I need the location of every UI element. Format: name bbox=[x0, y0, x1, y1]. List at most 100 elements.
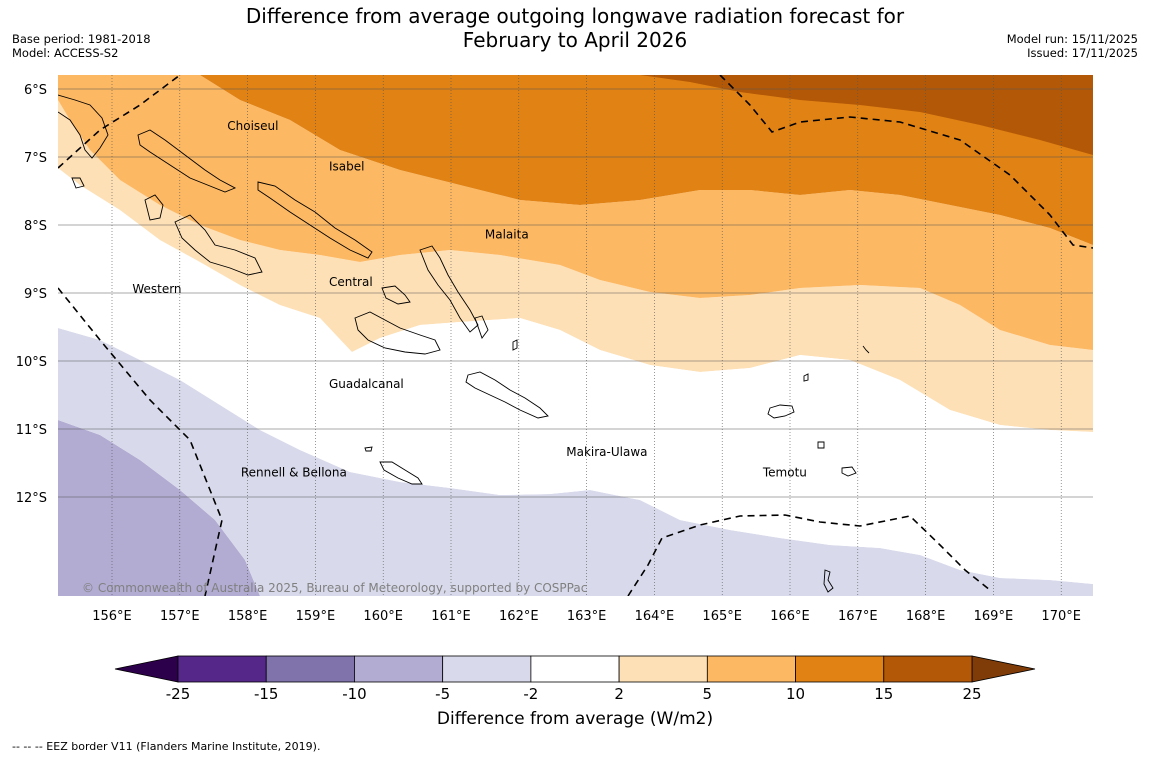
eez-border-north-east bbox=[719, 75, 1093, 249]
island-vanikoro bbox=[841, 466, 857, 477]
band-minus-5-to-minus-2 bbox=[58, 328, 1093, 596]
band-below-2 bbox=[58, 255, 1093, 584]
island-ndeni bbox=[767, 404, 795, 419]
colorbar-swatch bbox=[795, 655, 885, 683]
lon-tick-label: 157°E bbox=[160, 609, 200, 624]
region-label: Choiseul bbox=[227, 119, 278, 133]
coastlines bbox=[58, 94, 870, 593]
lon-tick-label: 167°E bbox=[838, 609, 878, 624]
lat-tick-label: 6°S bbox=[24, 83, 47, 98]
region-label: Rennell & Bellona bbox=[241, 466, 347, 480]
region-label: Makira-Ulawa bbox=[566, 445, 647, 459]
lat-tick-label: 10°S bbox=[16, 355, 47, 370]
region-label: Malaita bbox=[485, 228, 529, 242]
meta-left: Base period: 1981-2018 Model: ACCESS-S2 bbox=[12, 32, 151, 60]
colorbar bbox=[114, 655, 1036, 683]
lon-tick-label: 156°E bbox=[92, 609, 132, 624]
lat-tick-label: 12°S bbox=[16, 491, 47, 506]
colorbar-tick-label: -2 bbox=[523, 685, 538, 703]
island-santa-isabel bbox=[257, 181, 373, 259]
colorbar-tick-label: -5 bbox=[435, 685, 450, 703]
eez-borders bbox=[58, 75, 1093, 596]
island-duff bbox=[803, 373, 809, 382]
region-label: Isabel bbox=[329, 160, 364, 174]
colorbar-tick-label: 2 bbox=[614, 685, 624, 703]
lon-tick-label: 163°E bbox=[567, 609, 607, 624]
colorbar-tick-labels: -25 -15 -10 -5 -2 2 5 10 15 25 bbox=[166, 685, 982, 703]
band-5-to-10 bbox=[58, 75, 1093, 350]
lon-tick-label: 165°E bbox=[702, 609, 742, 624]
lon-tick-label: 168°E bbox=[906, 609, 946, 624]
island-guadalcanal bbox=[354, 311, 441, 355]
colorbar-swatch bbox=[354, 655, 444, 683]
map-area: Choiseul Isabel Malaita Western Central Guada… bbox=[58, 75, 1093, 596]
island-bellona bbox=[364, 446, 373, 452]
colorbar-title: Difference from average (W/m2) bbox=[436, 709, 714, 729]
colorbar-swatch bbox=[530, 655, 620, 683]
island-vella-lavella bbox=[144, 194, 164, 221]
copyright-text: © Commonwealth of Australia 2025, Bureau… bbox=[82, 581, 587, 595]
island-rennell bbox=[379, 461, 423, 485]
lon-tick-label: 161°E bbox=[431, 609, 471, 624]
lon-tick-label: 160°E bbox=[363, 609, 403, 624]
island-makira bbox=[465, 371, 549, 419]
band-15-to-25 bbox=[640, 75, 1093, 155]
meta-right: Model run: 15/11/2025 Issued: 17/11/2025 bbox=[1007, 32, 1138, 60]
band-10-to-15 bbox=[200, 75, 1093, 245]
map-title: Difference from average outgoing longwav… bbox=[0, 4, 1150, 52]
lat-tick-label: 8°S bbox=[24, 219, 47, 234]
colorbar-tick-label: 15 bbox=[874, 685, 893, 703]
band-minus-10-to-minus-5 bbox=[58, 420, 260, 596]
colorbar-tick-label: -15 bbox=[254, 685, 279, 703]
colorbar-tick-label: 25 bbox=[962, 685, 981, 703]
lon-tick-label: 159°E bbox=[296, 609, 336, 624]
colorbar-swatch bbox=[883, 655, 973, 683]
region-label: Temotu bbox=[762, 466, 807, 480]
lon-tick-label: 158°E bbox=[228, 609, 268, 624]
island-tikopia bbox=[823, 569, 834, 593]
colorbar-tick-label: 10 bbox=[786, 685, 805, 703]
region-labels: Choiseul Isabel Malaita Western Central Guada… bbox=[132, 119, 807, 480]
colorbar-swatch bbox=[706, 655, 796, 683]
colorbar-swatch bbox=[177, 655, 267, 683]
colorbar-over-arrow bbox=[971, 655, 1036, 683]
lat-tick-label: 11°S bbox=[16, 423, 47, 438]
model-run: Model run: 15/11/2025 bbox=[1006, 32, 1138, 46]
lon-tick-label: 164°E bbox=[635, 609, 675, 624]
lat-axis-labels: 6°S 7°S 8°S 9°S 10°S 11°S 12°S bbox=[16, 83, 47, 506]
island-malaita bbox=[419, 245, 479, 333]
colorbar-swatch bbox=[442, 655, 532, 683]
region-label: Guadalcanal bbox=[329, 377, 404, 391]
island-sikaiana bbox=[862, 345, 870, 354]
gridlines bbox=[58, 75, 1093, 596]
colorbar-under-arrow bbox=[114, 655, 179, 683]
eez-border-south-east bbox=[627, 514, 991, 596]
lat-tick-label: 9°S bbox=[24, 287, 47, 302]
colorbar-tick-label: -10 bbox=[342, 685, 367, 703]
colorbar-swatch bbox=[265, 655, 355, 683]
colorbar-swatch bbox=[618, 655, 708, 683]
island-small-malaita bbox=[474, 315, 489, 339]
lon-tick-label: 166°E bbox=[770, 609, 810, 624]
lon-tick-label: 162°E bbox=[499, 609, 539, 624]
island-ulawa bbox=[512, 339, 518, 351]
island-bougainville bbox=[58, 94, 109, 159]
island-florida-islands bbox=[381, 285, 411, 305]
colorbar-tick-label: -25 bbox=[166, 685, 191, 703]
model-name: Model: ACCESS-S2 bbox=[12, 46, 119, 60]
title-line-2: February to April 2026 bbox=[462, 28, 688, 52]
region-label: Western bbox=[132, 282, 181, 296]
island-shortland bbox=[71, 177, 85, 189]
colorbar-tick-label: 5 bbox=[703, 685, 713, 703]
island-new-georgia bbox=[174, 214, 263, 276]
lon-tick-label: 170°E bbox=[1041, 609, 1081, 624]
eez-border-south-west bbox=[58, 287, 223, 596]
issued-date: Issued: 17/11/2025 bbox=[1027, 46, 1138, 60]
lon-axis-labels: 156°E 157°E 158°E 159°E 160°E 161°E 162°E 163°E… bbox=[92, 609, 1081, 624]
eez-footer-note: -- -- -- EEZ border V11 (Flanders Marine… bbox=[12, 740, 321, 753]
lat-tick-label: 7°S bbox=[24, 151, 47, 166]
title-line-1: Difference from average outgoing longwav… bbox=[245, 4, 905, 28]
base-period: Base period: 1981-2018 bbox=[12, 32, 151, 46]
island-choiseul bbox=[137, 129, 237, 193]
